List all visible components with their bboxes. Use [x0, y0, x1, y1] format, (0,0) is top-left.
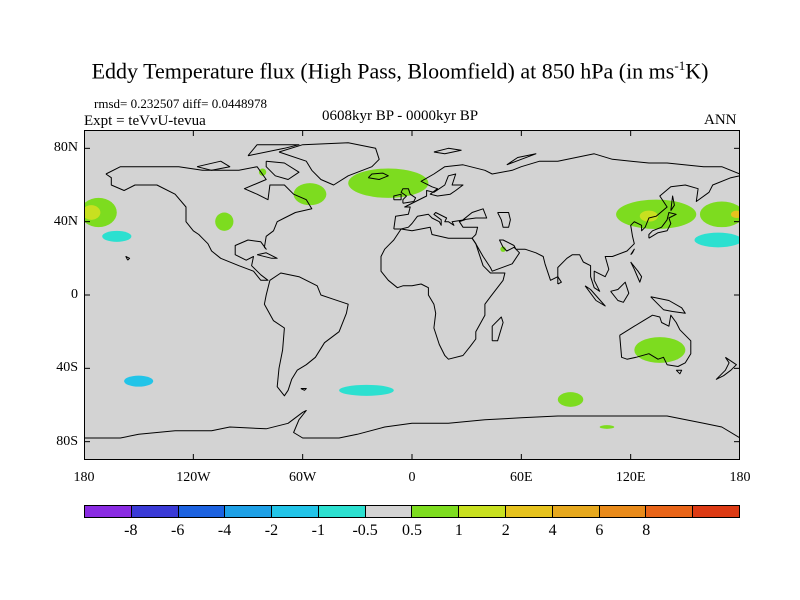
- coastline-madagascar: [491, 316, 504, 342]
- colorbar-label: 0.5: [402, 522, 422, 539]
- colorbar-swatch: [318, 506, 366, 517]
- colorbar-swatch: [693, 506, 739, 517]
- coastline-baffin: [265, 160, 300, 180]
- anomaly-north-pacific-east-core: [84, 205, 101, 220]
- coastline-caspian: [497, 212, 511, 228]
- colorbar-swatch: [506, 506, 553, 517]
- colorbar-swatch: [85, 506, 132, 517]
- anomaly-north-pacific-west-core: [730, 210, 740, 218]
- x-tick-label: 0: [408, 470, 416, 485]
- colorbar-swatch: [412, 506, 460, 517]
- colorbar-label: 8: [642, 522, 651, 539]
- coastline-ireland: [393, 193, 402, 201]
- anomaly-south-pacific-neg: [124, 375, 154, 387]
- y-tick-label: 0: [71, 287, 78, 302]
- coastline-taiwan: [630, 248, 635, 256]
- y-tick-label: 80N: [53, 140, 78, 156]
- coastline-victoria-island: [196, 160, 231, 171]
- colorbar-swatch: [178, 506, 226, 517]
- y-tick-label: 40S: [56, 360, 78, 376]
- colorbar-swatch: [225, 506, 273, 517]
- colorbar-label: -2: [264, 522, 279, 539]
- coastline-greenland: [278, 142, 380, 186]
- coastline-sri-lanka: [557, 276, 562, 285]
- coastline-south-america: [263, 272, 349, 397]
- x-tick-label: 120E: [615, 470, 646, 485]
- colorbar-label: -6: [171, 522, 185, 539]
- y-tick-label: 80S: [56, 433, 78, 449]
- anomaly-northeast-asia-core: [639, 210, 659, 222]
- coastline-ellesmere: [247, 144, 300, 157]
- x-tick-label: 180: [73, 470, 95, 485]
- colorbar-label: 1: [454, 522, 463, 539]
- coastline-falklands: [300, 388, 307, 391]
- coastline-uk: [400, 188, 417, 204]
- anomaly-hudson: [258, 168, 267, 176]
- anomaly-south-indian: [557, 392, 584, 407]
- anomaly-north-america-west: [215, 212, 234, 231]
- coastline-africa: [380, 226, 506, 360]
- anomaly-australia: [634, 337, 686, 363]
- colorbar: [84, 505, 740, 518]
- coastline-philippines: [630, 261, 643, 283]
- coastline-sakhalin: [670, 195, 675, 211]
- coastline-borneo: [610, 281, 630, 303]
- coastline-australia: [619, 314, 692, 367]
- colorbar-swatch: [646, 506, 694, 517]
- colorbar-label: -1: [311, 522, 325, 539]
- anomaly-antarctic-coast: [599, 425, 615, 429]
- coastline-new-guinea: [650, 296, 686, 314]
- x-tick-label: 60W: [289, 470, 317, 485]
- coastline-svalbard: [433, 147, 462, 155]
- colorbar-swatch: [272, 506, 319, 517]
- stats-label: rmsd= 0.232507 diff= 0.0448978: [94, 96, 267, 111]
- colorbar-label: 2: [501, 522, 510, 539]
- anomaly-north-pacific-west: [699, 201, 740, 228]
- coastline-japan: [648, 212, 677, 239]
- colorbar-label: -8: [124, 522, 138, 539]
- world-map: [84, 130, 740, 460]
- colorbar-label: -0.5: [352, 522, 378, 539]
- coastline-hawaii: [125, 256, 131, 261]
- coastline-cuba: [256, 252, 278, 259]
- x-tick-label: 180: [729, 470, 751, 485]
- colorbar-label: 6: [595, 522, 604, 539]
- season-label: ANN: [704, 112, 737, 128]
- anomaly-labrador: [293, 183, 327, 206]
- coastline-black-sea: [462, 208, 488, 221]
- colorbar-swatch: [459, 506, 507, 517]
- anomaly-north-pacific-west-neg: [694, 232, 740, 248]
- coastline-north-america: [105, 166, 313, 281]
- anomaly-north-pacific-east-neg: [102, 230, 132, 242]
- period-label: 0608kyr BP - 0000kyr BP: [322, 108, 479, 124]
- experiment-label: Expt = teVvU-tevua: [84, 113, 206, 129]
- anomaly-north-atlantic: [348, 168, 429, 198]
- x-tick-label: 60E: [510, 470, 533, 485]
- y-tick-label: 40N: [53, 213, 78, 229]
- colorbar-swatch: [552, 506, 600, 517]
- coastline-novaya-zemlya: [506, 153, 537, 166]
- coastline-iceland: [367, 172, 389, 180]
- x-tick-label: 120W: [176, 470, 211, 485]
- anomaly-south-atlantic-neg: [339, 384, 394, 396]
- colorbar-swatch: [599, 506, 647, 517]
- colorbar-swatch: [365, 506, 413, 517]
- coastline-tasmania: [675, 369, 683, 375]
- coastline-antarctica: [84, 410, 740, 439]
- coastline-eurasia: [393, 153, 740, 292]
- anomaly-arabia: [500, 246, 506, 252]
- colorbar-swatch: [131, 506, 179, 517]
- colorbar-label: 4: [548, 522, 557, 539]
- map-title: Eddy Temperature flux (High Pass, Bloomf…: [91, 58, 709, 84]
- colorbar-label: -4: [217, 522, 232, 539]
- map-frame: [84, 130, 740, 460]
- coastline-new-zealand: [715, 356, 737, 380]
- coastline-sumatra: [584, 285, 606, 307]
